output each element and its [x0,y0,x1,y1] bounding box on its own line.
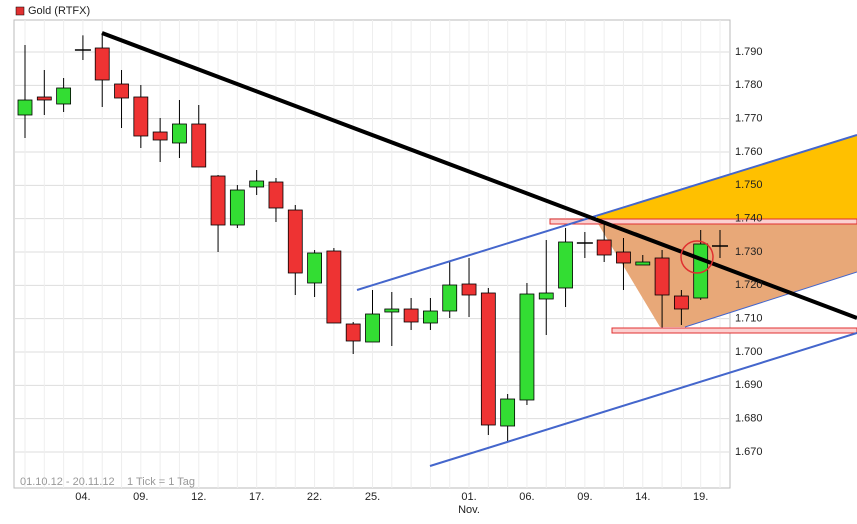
x-month-label: Nov. [458,504,480,516]
candle-body [36,96,52,101]
x-tick-label: 19. [693,491,708,503]
y-tick-label: 1.700 [735,346,763,358]
y-tick-label: 1.770 [735,113,763,125]
y-tick-label: 1.720 [735,279,763,291]
y-tick-label: 1.790 [735,46,763,58]
candle-body [673,295,689,310]
candle-body [191,123,207,168]
legend-label: Gold (RTFX) [28,5,90,17]
x-tick-label: 22. [307,491,322,503]
candle-body [114,83,129,99]
x-tick-label: 01. [461,491,476,503]
legend-swatch [15,6,25,16]
candle-body [403,308,419,323]
tick-note: 1 Tick = 1 Tag [127,476,195,488]
y-tick-label: 1.710 [735,313,763,325]
candles [17,33,728,442]
candle-body [287,209,303,274]
candle-body [480,292,496,426]
candle-body [133,96,149,137]
y-tick-label: 1.750 [735,179,763,191]
candle-body [307,252,322,284]
candle-body [538,292,554,300]
y-tick-label: 1.780 [735,79,763,91]
candle-body [365,313,380,343]
x-tick-label: 12. [191,491,206,503]
candle-body [172,123,187,144]
candle-body [423,310,438,324]
channel-mid [684,271,857,328]
x-tick-label: 09. [577,491,592,503]
candle-body [519,293,535,401]
candle-body [461,283,477,296]
x-tick-label: 09. [133,491,148,503]
candle-body [635,261,651,266]
candle-body [229,189,245,226]
candle-body [249,180,265,188]
y-tick-label: 1.670 [735,446,763,458]
candle-body [345,323,361,342]
resistance-band [549,218,857,225]
trend-line [101,31,857,320]
y-tick-label: 1.680 [735,413,763,425]
y-tick-label: 1.730 [735,246,763,258]
candle-body [326,250,342,324]
y-tick-label: 1.690 [735,379,763,391]
candle-body [442,284,458,312]
candle-body [596,239,612,256]
date-range: 01.10.12 - 20.11.12 [20,476,115,488]
channel-lower [429,332,857,467]
x-tick-label: 04. [75,491,90,503]
candle-body [210,175,226,226]
x-tick-label: 06. [519,491,534,503]
candle-body [500,398,516,427]
y-tick-label: 1.760 [735,146,763,158]
support-band [611,327,857,334]
x-tick-label: 25. [365,491,380,503]
candle-body [558,241,573,289]
x-tick-label: 14. [635,491,650,503]
channel-upper [356,134,857,291]
candle-body [17,99,33,116]
candle-body [268,181,284,209]
candle-body [384,308,400,313]
orange-area [597,135,857,222]
drawings [101,31,857,467]
y-tick-label: 1.740 [735,213,763,225]
highlight-circle [680,240,714,274]
candle-body [654,257,670,296]
candle-body [152,131,168,141]
axes: 1.670 1.680 1.690 1.700 1.710 1.720 1.730 1.740… [75,46,762,516]
candle-body [94,47,110,81]
candle-body [56,87,72,105]
candle-body [616,251,631,264]
x-tick-label: 17. [249,491,264,503]
